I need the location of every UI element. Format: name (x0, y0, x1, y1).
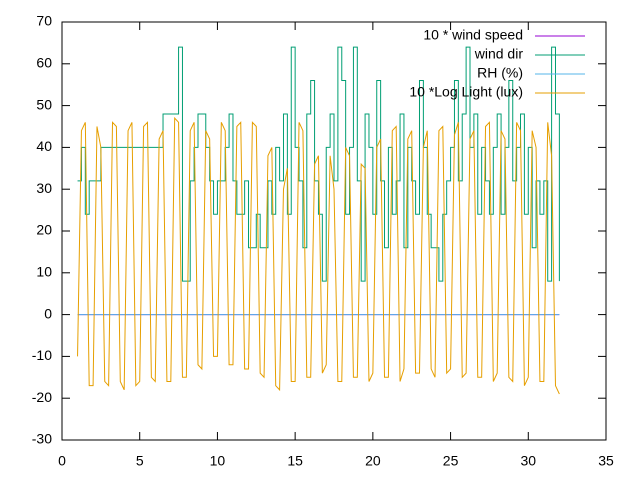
legend-label: RH (%) (477, 65, 523, 81)
x-tick-label: 10 (210, 453, 226, 469)
x-tick-label: 20 (365, 453, 381, 469)
y-tick-label: 40 (36, 138, 52, 154)
series-line (77, 116, 560, 395)
legend-label: wind dir (474, 46, 524, 62)
y-tick-label: 30 (36, 180, 52, 196)
y-tick-label: -20 (32, 389, 52, 405)
x-tick-label: 0 (58, 453, 66, 469)
y-tick-label: 70 (36, 13, 52, 29)
x-tick-label: 30 (520, 453, 536, 469)
x-tick-label: 35 (598, 453, 614, 469)
legend-label: 10 * wind speed (423, 27, 523, 43)
y-tick-label: 50 (36, 96, 52, 112)
x-tick-label: 25 (443, 453, 459, 469)
y-tick-label: 0 (44, 305, 52, 321)
legend-label: 10 *Log Light (lux) (409, 84, 523, 100)
y-tick-label: -10 (32, 347, 52, 363)
x-tick-label: 15 (287, 453, 303, 469)
x-tick-label: 5 (136, 453, 144, 469)
y-tick-label: 10 (36, 264, 52, 280)
y-tick-label: 20 (36, 222, 52, 238)
y-tick-label: 60 (36, 55, 52, 71)
y-tick-label: -30 (32, 431, 52, 447)
plot-border (61, 21, 607, 441)
series-line (77, 46, 560, 282)
